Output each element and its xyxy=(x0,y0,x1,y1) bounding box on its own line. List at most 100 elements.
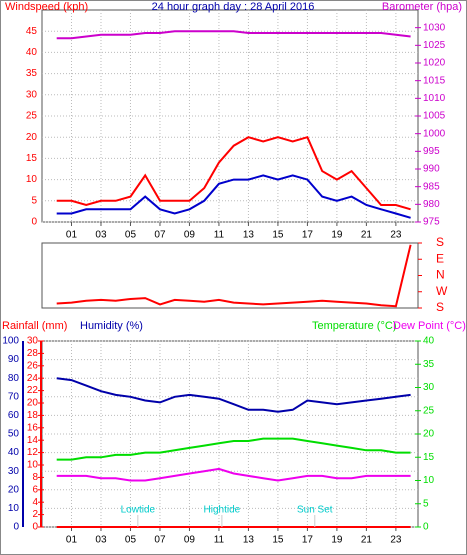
y3-tick-label: 16 xyxy=(27,422,39,433)
y-tick-label: 40 xyxy=(26,47,38,58)
y2-tick-label: 995 xyxy=(423,146,440,157)
y3-tick-label: 6 xyxy=(32,484,38,495)
x-tick-label: 15 xyxy=(272,535,284,546)
y3-tick-label: 24 xyxy=(27,373,39,384)
y-tick-label: 30 xyxy=(8,466,20,477)
y2-tick-label: 10 xyxy=(423,475,435,486)
y2-tick-label: 1025 xyxy=(423,40,446,51)
y3-tick-label: 8 xyxy=(32,472,38,483)
x-tick-label: 07 xyxy=(154,230,166,241)
y-tick-label: 10 xyxy=(26,174,38,185)
x-tick-label: 05 xyxy=(125,535,137,546)
title: 24 hour graph day : 28 April 2016 xyxy=(152,1,315,13)
series-line xyxy=(56,467,411,482)
y2-tick-label: 975 xyxy=(423,217,440,228)
y3-tick-label: 18 xyxy=(27,410,39,421)
y2-label: Barometer (hpa) xyxy=(382,1,462,13)
y2-tick-label: 5 xyxy=(423,498,429,509)
x-tick-label: 21 xyxy=(361,535,373,546)
x-tick-label: 03 xyxy=(95,535,107,546)
y-tick-label: N xyxy=(436,268,445,282)
y-tick-label: 90 xyxy=(8,354,20,365)
y-label: Windspeed (kph) xyxy=(5,1,88,13)
x-tick-label: 07 xyxy=(154,535,166,546)
y-tick-label: 60 xyxy=(8,410,20,421)
y2-tick-label: 35 xyxy=(423,359,435,370)
series-line xyxy=(56,30,411,40)
y2-tick-label: 40 xyxy=(423,336,435,347)
y2-tick-label: 1010 xyxy=(423,93,446,104)
series-line xyxy=(56,377,411,413)
series-line xyxy=(56,437,411,461)
x-tick-label: 05 xyxy=(125,230,137,241)
y-tick-label: 100 xyxy=(2,336,19,347)
series-label: Rainfall (mm) xyxy=(2,320,67,332)
y3-tick-label: 0 xyxy=(32,522,38,533)
y2-tick-label: 25 xyxy=(423,405,435,416)
y-tick-label: W xyxy=(436,284,448,298)
x-tick-label: 23 xyxy=(390,535,402,546)
y2-tick-label: 0 xyxy=(423,522,429,533)
y2-tick-label: 985 xyxy=(423,181,440,192)
x-tick-label: 01 xyxy=(66,230,78,241)
plot-area xyxy=(41,9,419,223)
series-line xyxy=(56,135,411,211)
y-tick-label: S xyxy=(436,235,444,249)
y-tick-label: 80 xyxy=(8,373,20,384)
y-tick-label: E xyxy=(436,251,444,265)
y3-tick-label: 4 xyxy=(32,497,38,508)
y2-tick-label: 1030 xyxy=(423,22,446,33)
series-line xyxy=(56,244,412,308)
x-tick-label: 09 xyxy=(184,230,196,241)
y2-tick-label: 980 xyxy=(423,199,440,210)
series-line xyxy=(56,174,411,219)
y3-tick-label: 26 xyxy=(27,360,39,371)
y-tick-label: 45 xyxy=(26,26,38,37)
y-tick-label: 20 xyxy=(8,484,20,495)
y-tick-label: 25 xyxy=(26,111,38,122)
y3-tick-label: 28 xyxy=(27,348,39,359)
annotation: Lowtide xyxy=(121,505,156,516)
plot-area xyxy=(41,242,419,309)
x-tick-label: 11 xyxy=(214,535,225,546)
x-tick-label: 01 xyxy=(66,535,78,546)
x-tick-label: 09 xyxy=(184,535,196,546)
annotation: Sun Set xyxy=(297,505,333,516)
x-tick-label: 23 xyxy=(390,230,402,241)
x-tick-label: 19 xyxy=(331,230,343,241)
y2-tick-label: 20 xyxy=(423,429,435,440)
series-label: Dew Point (°C) xyxy=(393,320,466,332)
y-tick-label: 30 xyxy=(26,89,38,100)
y3-tick-label: 12 xyxy=(27,447,39,458)
annotation: Hightide xyxy=(204,505,241,516)
x-tick-label: 13 xyxy=(243,535,255,546)
x-tick-label: 17 xyxy=(302,535,314,546)
x-tick-label: 03 xyxy=(95,230,107,241)
y3-tick-label: 22 xyxy=(27,385,39,396)
x-tick-label: 11 xyxy=(214,230,225,241)
y3-tick-label: 30 xyxy=(27,336,39,347)
y-tick-label: 35 xyxy=(26,68,38,79)
y-tick-label: S xyxy=(436,300,444,314)
y-tick-label: 70 xyxy=(8,391,20,402)
series-label: Temperature (°C) xyxy=(312,320,396,332)
y3-tick-label: 2 xyxy=(32,509,38,520)
y-tick-label: 50 xyxy=(8,429,20,440)
y3-tick-label: 10 xyxy=(27,460,39,471)
y2-tick-label: 1005 xyxy=(423,111,446,122)
series-label: Humidity (%) xyxy=(80,320,143,332)
x-tick-label: 17 xyxy=(302,230,314,241)
y-tick-label: 15 xyxy=(26,153,38,164)
y-tick-label: 5 xyxy=(31,195,37,206)
y-tick-label: 0 xyxy=(31,217,37,228)
y2-tick-label: 1015 xyxy=(423,75,446,86)
y2-tick-label: 1000 xyxy=(423,128,446,139)
y2-tick-label: 1020 xyxy=(423,58,446,69)
y-tick-label: 40 xyxy=(8,447,20,458)
y-tick-label: 10 xyxy=(8,503,20,514)
x-tick-label: 13 xyxy=(243,230,255,241)
x-tick-label: 15 xyxy=(272,230,284,241)
y2-tick-label: 990 xyxy=(423,164,440,175)
x-tick-label: 19 xyxy=(331,535,343,546)
